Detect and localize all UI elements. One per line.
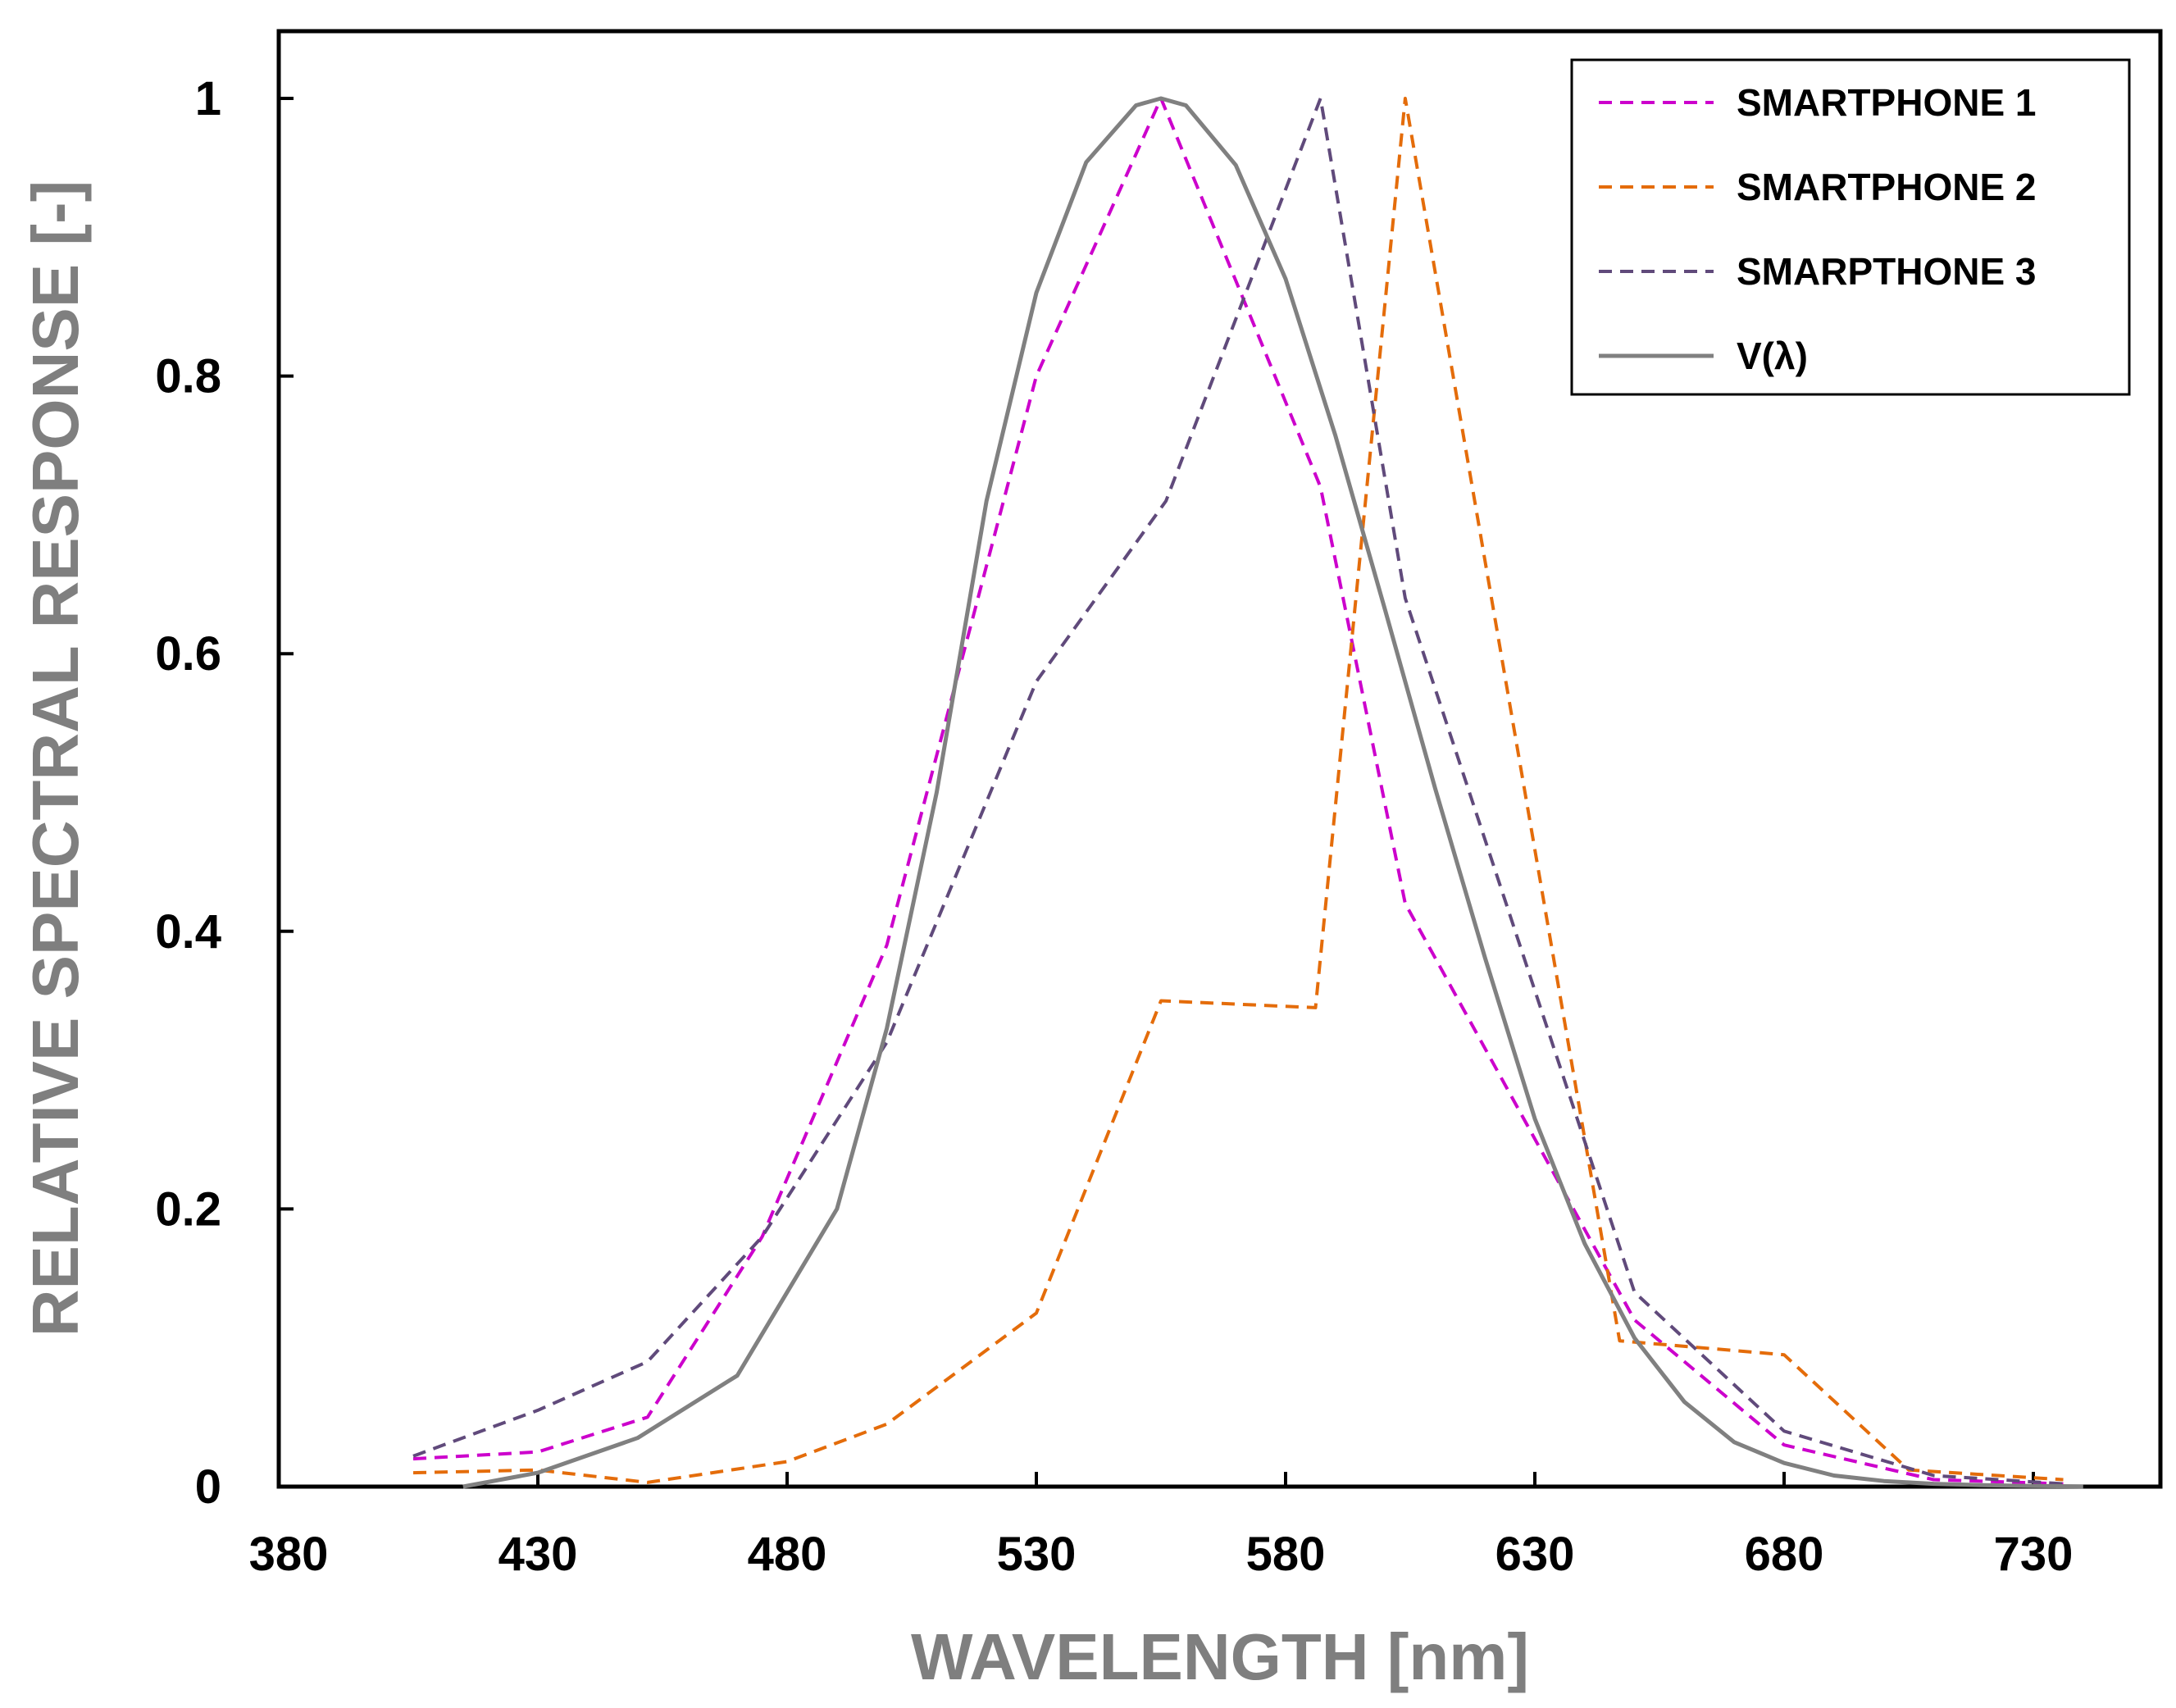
x-tick-label: 730 <box>1994 1528 2074 1581</box>
x-tick-label: 580 <box>1246 1528 1326 1581</box>
y-tick-label: 0.6 <box>155 627 221 681</box>
legend: SMARTPHONE 1 SMARTPHONE 2 SMARPTHONE 3 V(λ) <box>1570 58 2131 396</box>
legend-box <box>1570 58 2131 396</box>
legend-label-4: V(λ) <box>1737 335 1808 377</box>
x-axis-ticks: 380 430 480 530 580 630 680 730 <box>249 1472 2074 1581</box>
series-line-4 <box>462 96 2083 1489</box>
legend-label-1: SMARTPHONE 1 <box>1737 81 2036 124</box>
y-tick-label: 0.4 <box>155 905 221 959</box>
legend-label-3: SMARPTHONE 3 <box>1737 250 2036 293</box>
x-tick-label: 480 <box>748 1528 827 1581</box>
y-axis-title: RELATIVE SPECTRAL RESPONSE [-] <box>19 180 92 1337</box>
x-tick-label: 530 <box>997 1528 1077 1581</box>
x-tick-label: 430 <box>498 1528 578 1581</box>
x-tick-label: 380 <box>249 1528 329 1581</box>
y-axis-ticks: 0 0.2 0.4 0.6 0.8 1 <box>155 72 294 1514</box>
legend-label-2: SMARTPHONE 2 <box>1737 166 2036 208</box>
series-line-3 <box>412 97 2064 1486</box>
x-axis-title: WAVELENGTH [nm] <box>911 1620 1529 1693</box>
y-tick-label: 1 <box>195 72 221 125</box>
x-tick-label: 680 <box>1745 1528 1824 1581</box>
legend-items: SMARTPHONE 1 SMARTPHONE 2 SMARPTHONE 3 V(λ) <box>1599 81 2036 377</box>
x-tick-label: 630 <box>1495 1528 1575 1581</box>
y-tick-label: 0.8 <box>155 350 221 403</box>
series-line-2 <box>412 97 2064 1484</box>
y-tick-label: 0.2 <box>155 1182 221 1236</box>
series-layer <box>412 96 2083 1489</box>
y-tick-label: 0 <box>195 1460 221 1514</box>
